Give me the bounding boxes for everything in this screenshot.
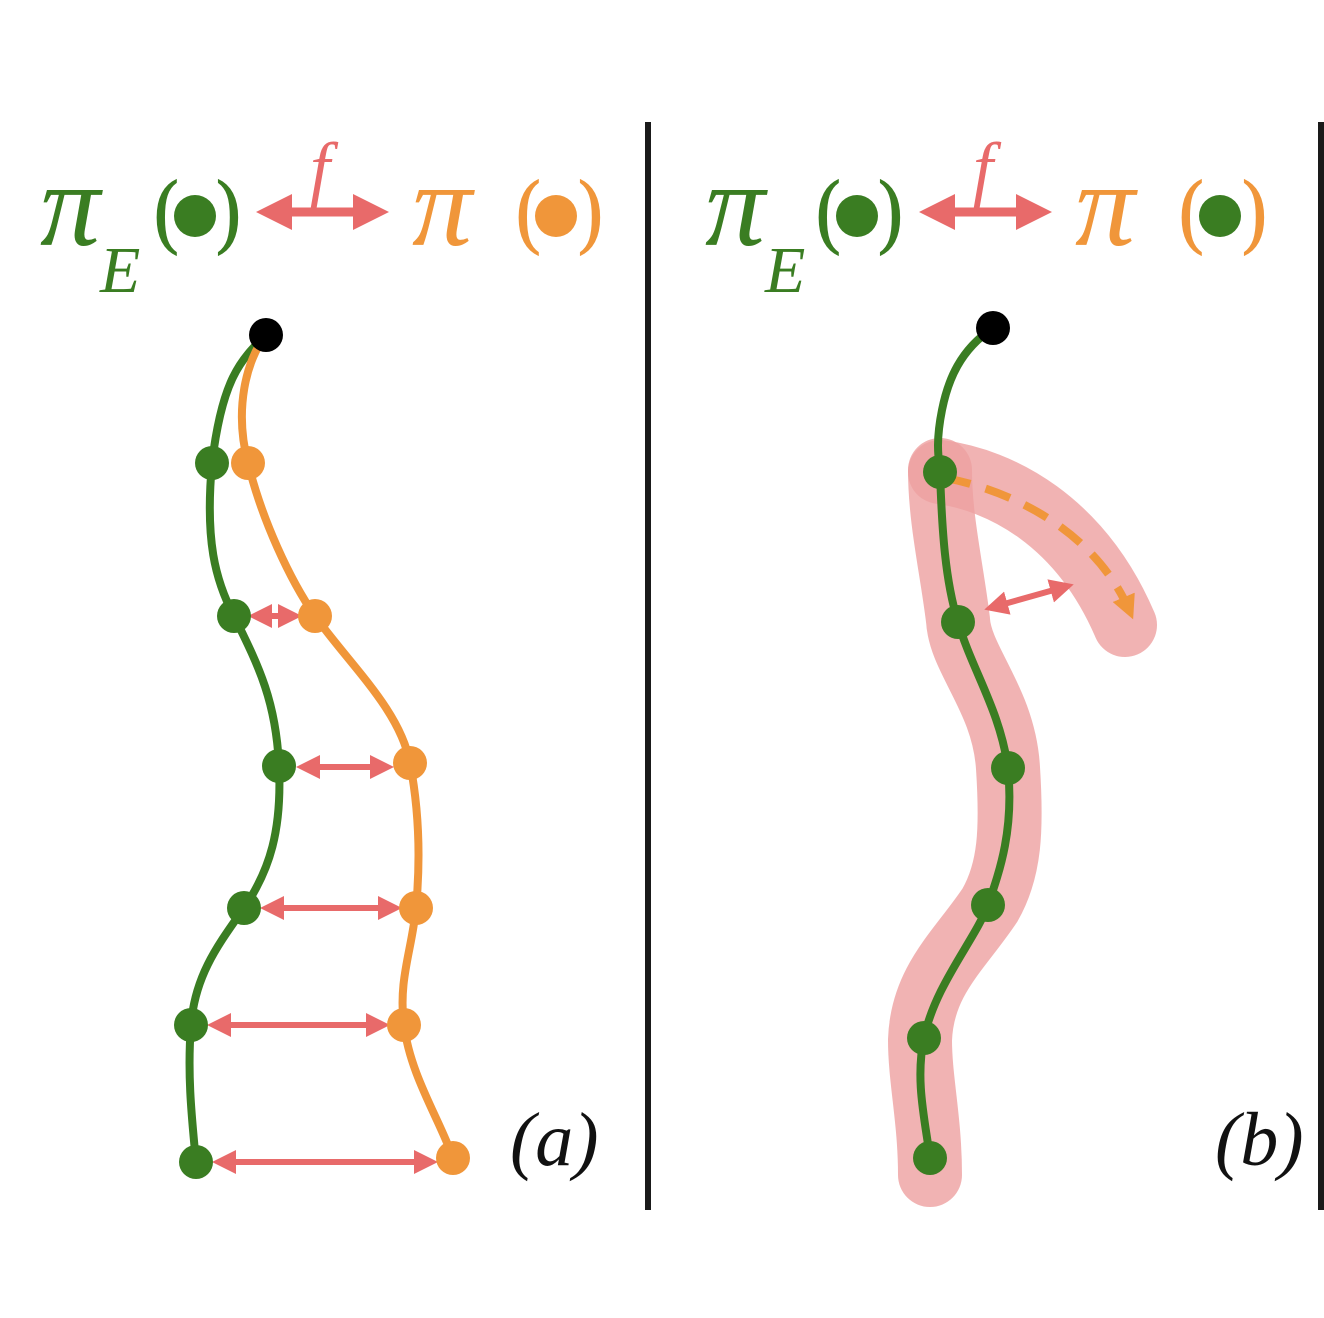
policy-state-dot [399, 891, 433, 925]
expert-state-dot [262, 749, 296, 783]
expert-policy-symbol: π [40, 138, 103, 271]
panel-a-caption: (a) [510, 1098, 599, 1182]
panel-a: π E ( ) f π ( ) [40, 128, 607, 1182]
expert-state-dot [991, 751, 1025, 785]
policy-support-band [887, 438, 1042, 1207]
divergence-arrow [984, 579, 1074, 615]
start-state-dot [976, 311, 1010, 345]
expert-state-dot [227, 891, 261, 925]
policy-symbol: π [412, 138, 475, 271]
policy-state-dot [231, 446, 265, 480]
policy-state-dot [393, 746, 427, 780]
policy-state-dot [298, 599, 332, 633]
policy-rollout-arrow [944, 474, 1135, 620]
panel-b-caption: (b) [1215, 1098, 1304, 1182]
expert-state-dot [913, 1141, 947, 1175]
expert-state-dot-icon [836, 195, 878, 237]
expert-state-dot [923, 455, 957, 489]
expert-policy-symbol: π [705, 138, 768, 271]
expert-state-dot [179, 1145, 213, 1179]
expert-state-dot-icon [1199, 195, 1241, 237]
expert-state-dot [174, 1008, 208, 1042]
expert-states [907, 455, 1025, 1175]
expert-paren-close: ) [874, 165, 907, 263]
expert-state-dot [941, 605, 975, 639]
expert-state-dot-icon [174, 195, 216, 237]
expert-subscript: E [764, 234, 805, 307]
expert-states [174, 446, 296, 1179]
policy-states [231, 446, 470, 1175]
start-state-dot [249, 318, 283, 352]
policy-state-dot-icon [535, 195, 577, 237]
panel-b: π E ( ) f π ( ) [705, 128, 1304, 1207]
panel-b-formula: π E ( ) f π ( ) [705, 128, 1271, 307]
policy-paren-close: ) [1238, 165, 1271, 263]
policy-state-dot [436, 1141, 470, 1175]
expert-state-dot [907, 1021, 941, 1055]
divergence-f-label: f [973, 128, 1002, 208]
policy-paren-close: ) [574, 165, 607, 263]
state-divergence-arrows [207, 604, 438, 1174]
expert-subscript: E [99, 234, 140, 307]
divergence-f-label: f [310, 128, 339, 208]
expert-paren-close: ) [212, 165, 245, 263]
policy-symbol: π [1075, 138, 1138, 271]
expert-state-dot [195, 446, 229, 480]
panel-a-formula: π E ( ) f π ( ) [40, 128, 607, 307]
policy-state-dot [387, 1008, 421, 1042]
expert-state-dot [217, 599, 251, 633]
expert-state-dot [971, 888, 1005, 922]
